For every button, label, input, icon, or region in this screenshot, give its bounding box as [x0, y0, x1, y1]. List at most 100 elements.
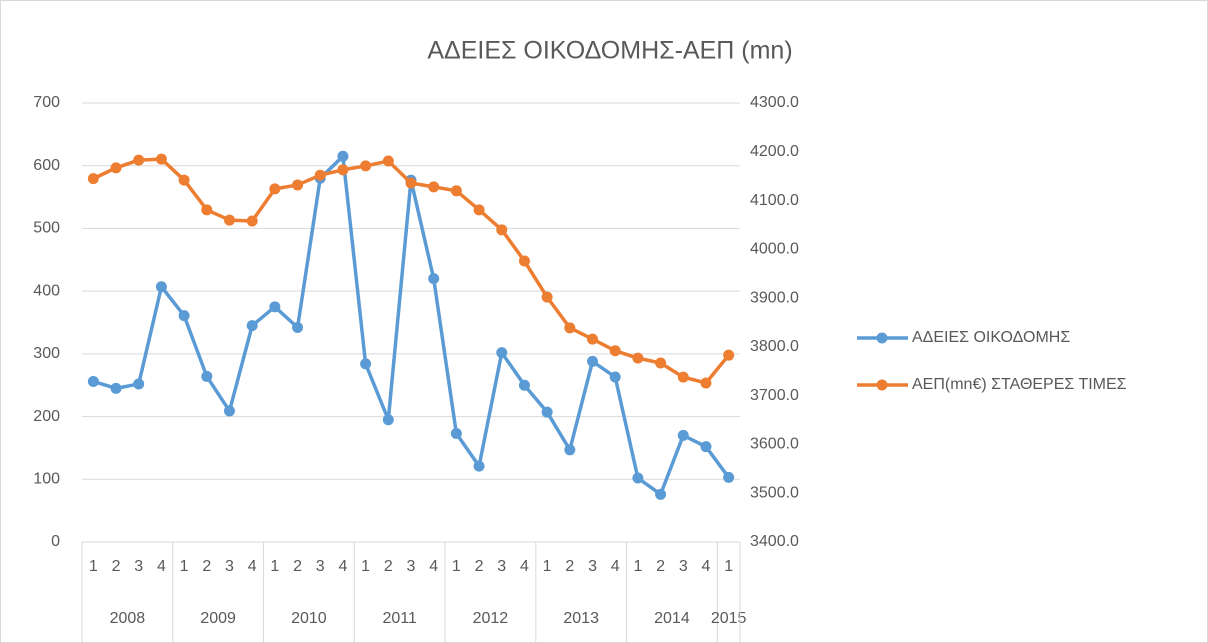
point-marker [609, 371, 621, 383]
x-tick-label: 4 [248, 558, 257, 575]
point-marker [382, 155, 394, 167]
y2-tick-label: 4300.0 [750, 94, 799, 111]
point-marker [133, 154, 145, 166]
point-marker [246, 215, 258, 227]
point-marker [564, 322, 576, 334]
x-tick-label: 1 [89, 558, 98, 575]
x-tick-label: 1 [724, 558, 733, 575]
y2-tick-label: 3900.0 [750, 289, 799, 306]
point-marker [700, 441, 712, 453]
x-tick-label: 2 [202, 558, 211, 575]
point-marker [655, 357, 667, 369]
x-tick-label: 1 [452, 558, 461, 575]
y2-tick-label: 3600.0 [750, 436, 799, 453]
x-tick-label: 2 [293, 558, 302, 575]
point-marker [564, 444, 576, 456]
point-marker [700, 377, 712, 389]
x-tick-label: 3 [407, 558, 416, 575]
point-marker [87, 173, 99, 185]
point-marker [632, 472, 644, 484]
point-marker [178, 310, 190, 322]
y-tick-label: 400 [33, 282, 60, 299]
point-marker [723, 349, 735, 361]
point-marker [292, 179, 304, 191]
x-tick-label: 4 [429, 558, 438, 575]
point-marker [677, 371, 689, 383]
point-marker [246, 320, 258, 332]
y-tick-label: 500 [33, 220, 60, 237]
point-marker [269, 183, 281, 195]
x-tick-label: 4 [157, 558, 166, 575]
point-marker [541, 406, 553, 418]
point-marker [723, 471, 735, 483]
y2-tick-label: 4000.0 [750, 241, 799, 258]
x-tick-label: 2 [565, 558, 574, 575]
y-tick-label: 600 [33, 157, 60, 174]
point-marker [133, 378, 145, 390]
x-tick-label: 1 [270, 558, 279, 575]
point-marker [382, 414, 394, 426]
x-tick-label: 2 [112, 558, 121, 575]
point-marker [632, 352, 644, 364]
point-marker [269, 301, 281, 313]
x-tick-label: 4 [520, 558, 529, 575]
point-marker [178, 174, 190, 186]
x-tick-label: 2 [384, 558, 393, 575]
point-marker [87, 375, 99, 387]
x-tick-label: 2 [475, 558, 484, 575]
y2-tick-label: 3500.0 [750, 484, 799, 501]
point-marker [496, 224, 508, 236]
point-marker [496, 347, 508, 359]
y2-tick-label: 3700.0 [750, 387, 799, 404]
y-tick-label: 100 [33, 471, 60, 488]
legend-label: ΑΕΠ(mn€) ΣΤΑΘΕΡΕΣ ΤΙΜΕΣ [912, 376, 1127, 393]
x-tick-label: 3 [134, 558, 143, 575]
x-tick-label: 3 [497, 558, 506, 575]
x-tick-label: 1 [180, 558, 189, 575]
y2-tick-label: 3800.0 [750, 338, 799, 355]
point-marker [110, 382, 122, 394]
y2-tick-label: 4100.0 [750, 192, 799, 209]
point-marker [337, 164, 349, 176]
point-marker [292, 322, 304, 334]
point-marker [155, 153, 167, 165]
point-marker [518, 255, 530, 267]
legend-label: ΑΔΕΙΕΣ ΟΙΚΟΔΟΜΗΣ [912, 329, 1070, 346]
x-group-label: 2013 [563, 610, 599, 627]
point-marker [360, 160, 372, 172]
legend-marker [876, 332, 888, 344]
x-group-label: 2011 [382, 610, 417, 627]
x-tick-label: 1 [633, 558, 642, 575]
point-marker [314, 169, 326, 181]
point-marker [223, 405, 235, 417]
x-group-label: 2009 [200, 610, 236, 627]
point-marker [428, 273, 440, 285]
point-marker [360, 358, 372, 370]
x-group-label: 2010 [291, 610, 327, 627]
point-marker [473, 204, 485, 216]
x-tick-label: 3 [588, 558, 597, 575]
point-marker [223, 214, 235, 226]
x-tick-label: 4 [702, 558, 711, 575]
point-marker [450, 428, 462, 440]
point-marker [655, 488, 667, 500]
x-tick-label: 2 [656, 558, 665, 575]
x-group-label: 2014 [654, 610, 690, 627]
x-group-label: 2015 [711, 610, 747, 627]
point-marker [450, 185, 462, 197]
y-tick-label: 200 [33, 408, 60, 425]
x-group-label: 2012 [473, 610, 509, 627]
legend-marker [876, 379, 888, 391]
point-marker [677, 429, 689, 441]
point-marker [587, 355, 599, 367]
point-marker [337, 150, 349, 162]
point-marker [405, 177, 417, 189]
x-tick-label: 1 [361, 558, 370, 575]
point-marker [201, 204, 213, 216]
point-marker [541, 291, 553, 303]
x-tick-label: 4 [611, 558, 620, 575]
y2-tick-label: 4200.0 [750, 143, 799, 160]
x-group-label: 2008 [110, 610, 146, 627]
